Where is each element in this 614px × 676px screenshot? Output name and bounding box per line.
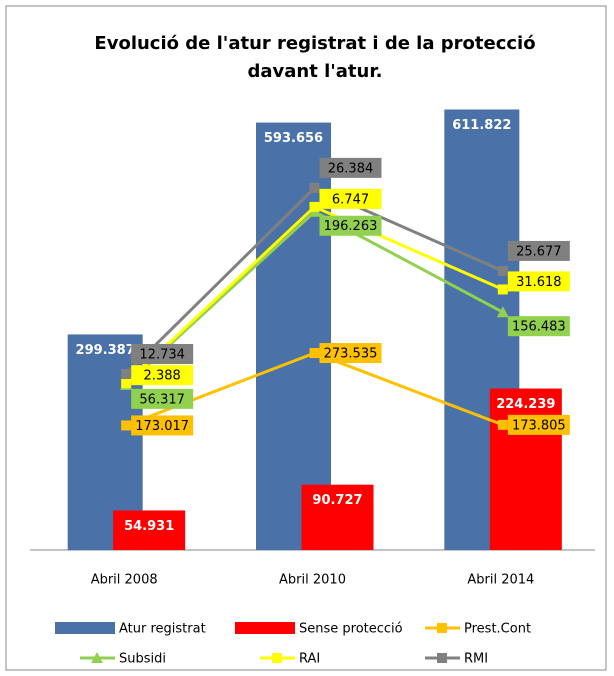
data-label-box xyxy=(507,316,570,337)
data-label: 156.483 xyxy=(507,316,570,337)
marker xyxy=(121,368,132,379)
bar xyxy=(301,484,374,550)
bar xyxy=(489,388,562,550)
data-label-box xyxy=(507,271,570,292)
data-label-box xyxy=(319,188,382,209)
data-label: 273.535 xyxy=(319,343,382,364)
marker xyxy=(309,182,320,193)
data-label-box xyxy=(131,415,194,436)
bar xyxy=(256,122,331,550)
data-label-text: 12.734 xyxy=(139,347,185,362)
data-label-box xyxy=(131,343,194,364)
marker xyxy=(497,265,508,276)
data-label-box xyxy=(131,388,194,409)
marker xyxy=(496,306,509,318)
x-tick-label: Abril 2008 xyxy=(91,573,158,588)
data-label-text: 6.747 xyxy=(332,192,369,207)
marker xyxy=(309,201,320,212)
legend-label: Subsidi xyxy=(119,652,166,667)
marker xyxy=(121,378,132,389)
legend-swatch xyxy=(55,622,115,634)
legend-label: RAI xyxy=(299,652,320,667)
marker xyxy=(121,420,132,431)
data-label-box xyxy=(319,343,382,364)
marker xyxy=(497,284,508,295)
data-label: 56.317 xyxy=(131,388,194,409)
bar xyxy=(113,510,186,550)
data-label: 12.734 xyxy=(131,343,194,364)
data-label-text: 196.263 xyxy=(324,219,378,234)
data-label: 25.677 xyxy=(507,240,570,261)
bar-value-label: 224.239 xyxy=(496,397,555,412)
data-label: 26.384 xyxy=(319,157,382,178)
bar-value-label: 54.931 xyxy=(124,519,174,534)
data-label: 173.017 xyxy=(131,415,194,436)
data-label-text: 26.384 xyxy=(328,161,374,176)
data-label-box xyxy=(507,240,570,261)
data-label-text: 25.677 xyxy=(516,244,562,259)
legend-marker xyxy=(272,653,282,663)
marker xyxy=(497,419,508,430)
data-label-text: 156.483 xyxy=(512,320,566,335)
data-label: 2.388 xyxy=(131,365,194,386)
data-label-text: 173.017 xyxy=(135,419,189,434)
data-label-box xyxy=(507,414,570,435)
chart-title: Evolució de l'atur registrat i de la pro… xyxy=(94,33,536,82)
data-label-text: 2.388 xyxy=(144,369,181,384)
data-label: 6.747 xyxy=(319,188,382,209)
bar-value-label: 593.656 xyxy=(264,131,323,146)
legend-label: RMI xyxy=(464,652,488,667)
data-label: 31.618 xyxy=(507,271,570,292)
data-label-text: 173.805 xyxy=(512,418,566,433)
marker xyxy=(309,348,320,359)
legend-label: Sense protecció xyxy=(299,622,403,637)
legend-marker xyxy=(91,652,103,663)
data-label: 196.263 xyxy=(319,215,382,236)
data-label: 173.805 xyxy=(507,414,570,435)
data-label-box xyxy=(319,215,382,236)
x-tick-label: Abril 2014 xyxy=(467,573,534,588)
legend-swatch xyxy=(235,622,295,634)
data-label-box xyxy=(319,157,382,178)
legend-label: Prest.Cont xyxy=(464,622,531,637)
data-label-text: 273.535 xyxy=(324,347,378,362)
bar-value-label: 90.727 xyxy=(312,493,362,508)
data-label-text: 31.618 xyxy=(516,275,562,290)
x-tick-label: Abril 2010 xyxy=(279,573,346,588)
legend-marker xyxy=(437,653,447,663)
data-label-text: 56.317 xyxy=(139,392,185,407)
data-label-box xyxy=(131,365,194,386)
bar-value-label: 299.387 xyxy=(76,343,135,358)
legend-marker xyxy=(437,623,447,633)
bar-value-label: 611.822 xyxy=(452,118,511,133)
legend-label: Atur registrat xyxy=(119,622,206,637)
